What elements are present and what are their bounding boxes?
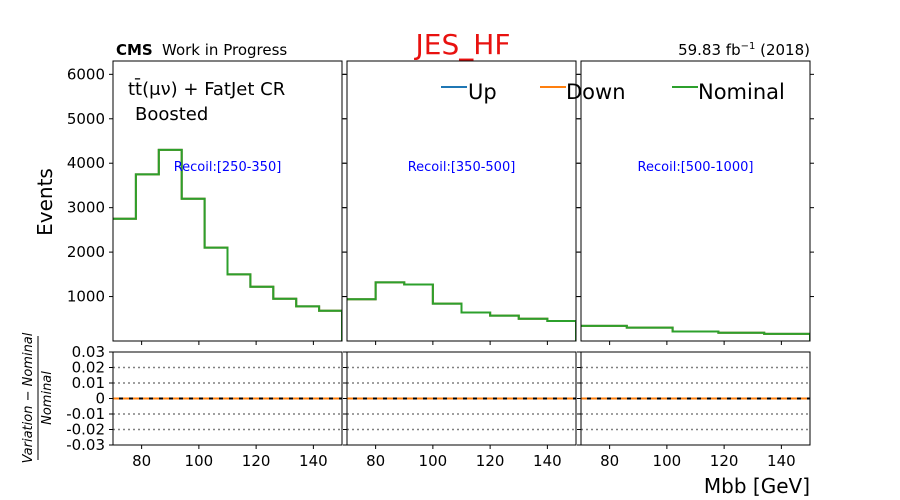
y-tick-label: 1000 — [67, 288, 105, 306]
step-line-up — [113, 148, 342, 341]
step-line-nominal — [347, 281, 576, 341]
ratio-tick-label: -0.03 — [66, 436, 105, 454]
step-line-nominal — [581, 324, 810, 341]
panels-group: Recoil:[250-350]100020003000400050006000… — [66, 60, 814, 470]
y-tick-label: 4000 — [67, 154, 105, 172]
svg-text:Nominal: Nominal — [40, 371, 55, 425]
y-tick-label: 3000 — [67, 199, 105, 217]
step-line-down — [113, 148, 342, 341]
step-line-nominal — [113, 148, 342, 341]
legend-label-up: Up — [468, 80, 497, 104]
x-tick-label: 120 — [242, 452, 271, 470]
cms-label: CMS — [116, 41, 153, 59]
plot-title: JES_HF — [414, 28, 511, 61]
ratio-tick-label: -0.02 — [66, 421, 105, 439]
x-tick-label: 80 — [600, 452, 619, 470]
ratio-tick-label: 0.02 — [72, 359, 105, 377]
lumi-label: 59.83 fb−1 (2018) — [678, 41, 810, 59]
svg-text:Variation − Nominal: Variation − Nominal — [21, 332, 36, 463]
x-tick-label: 120 — [476, 452, 505, 470]
panel-label: Recoil:[350-500] — [408, 160, 516, 175]
panel-2: Recoil:[350-500] 80 100 120 140 — [343, 60, 580, 470]
ratio-tick-label: -0.01 — [66, 405, 105, 423]
y-tick-label: 5000 — [67, 110, 105, 128]
x-tick-label: 120 — [710, 452, 739, 470]
x-tick-label: 100 — [653, 452, 682, 470]
y-axis-title: Events — [33, 168, 57, 236]
panel-label: Recoil:[250-350] — [174, 160, 282, 175]
main-axes-frame — [112, 60, 343, 342]
panel-label: Recoil:[500-1000] — [638, 160, 754, 175]
x-tick-label: 80 — [132, 452, 151, 470]
x-tick-label: 80 — [366, 452, 385, 470]
region-label: tt̄(μν) + FatJet CR — [128, 78, 285, 100]
cms-sublabel: Work in Progress — [162, 41, 287, 59]
legend: Up Down Nominal — [441, 80, 785, 104]
y-tick-label: 6000 — [67, 65, 105, 83]
main-axes-frame — [580, 60, 811, 342]
ratio-tick-label: 0.01 — [72, 374, 105, 392]
main-axes-frame — [346, 60, 577, 342]
y-tick-label: 2000 — [67, 243, 105, 261]
legend-label-nominal: Nominal — [698, 80, 785, 104]
ratio-y-axis-title: Variation − Nominal Nominal — [21, 332, 55, 463]
ratio-tick-label: 0.03 — [72, 343, 105, 361]
x-tick-label: 100 — [185, 452, 214, 470]
x-tick-label: 100 — [419, 452, 448, 470]
panel-1: Recoil:[250-350]100020003000400050006000… — [66, 60, 346, 470]
region-sublabel: Boosted — [135, 104, 208, 125]
x-axis-title: Mbb [GeV] — [704, 474, 810, 498]
x-tick-label: 140 — [299, 452, 328, 470]
panel-3: Recoil:[500-1000] 80 100 120 140 — [577, 60, 814, 470]
x-tick-label: 140 — [533, 452, 562, 470]
x-tick-label: 140 — [767, 452, 796, 470]
ratio-tick-label: 0 — [95, 390, 105, 408]
legend-label-down: Down — [566, 80, 626, 104]
